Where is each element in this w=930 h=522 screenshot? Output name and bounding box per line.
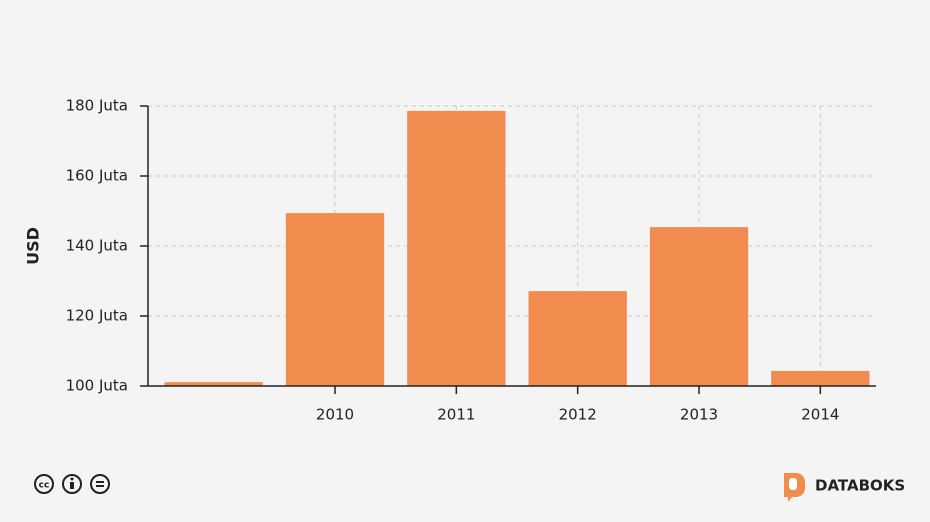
x-tick-label: 2014 bbox=[801, 406, 839, 424]
brand-name: DATABOKS bbox=[815, 477, 905, 495]
svg-text:cc: cc bbox=[39, 481, 50, 491]
bar bbox=[649, 227, 749, 386]
y-axis-label: USD bbox=[24, 227, 43, 265]
x-tick-label: 2011 bbox=[437, 406, 475, 424]
y-tick-label: 160 Juta bbox=[66, 167, 128, 185]
bar bbox=[285, 213, 385, 386]
y-tick-label: 100 Juta bbox=[66, 377, 128, 395]
brand-logo bbox=[784, 473, 805, 502]
y-tick-label: 180 Juta bbox=[66, 97, 128, 115]
x-tick-label: 2013 bbox=[680, 406, 718, 424]
x-tick-label: 2012 bbox=[559, 406, 597, 424]
license-icons: cc bbox=[34, 474, 110, 494]
bar bbox=[528, 291, 627, 386]
y-tick-label: 140 Juta bbox=[66, 237, 128, 255]
y-tick-label: 120 Juta bbox=[66, 307, 128, 325]
bar bbox=[407, 110, 506, 387]
x-tick-label: 2010 bbox=[316, 406, 354, 424]
bar bbox=[164, 382, 263, 386]
bar bbox=[771, 370, 870, 386]
